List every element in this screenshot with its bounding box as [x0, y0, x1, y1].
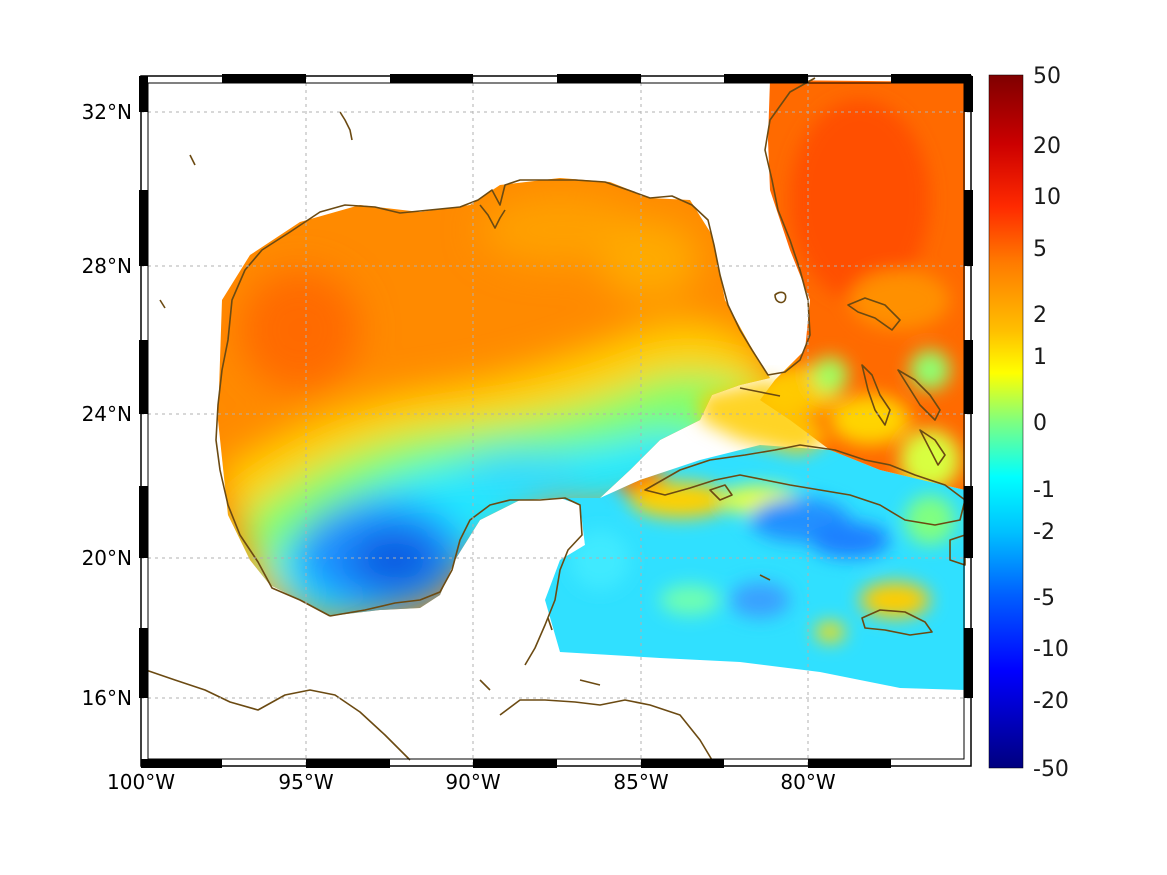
- x-tick-label: 85°W: [613, 770, 668, 794]
- colorbar-tick-label: 5: [1033, 237, 1047, 262]
- coastline: [139, 77, 966, 761]
- colorbar-tick-label: 1: [1033, 345, 1047, 370]
- y-tick-label: 24°N: [82, 402, 132, 426]
- map-frame: [139, 74, 973, 768]
- x-tick-label: 90°W: [445, 770, 500, 794]
- florida-straits-field: [700, 380, 830, 455]
- colorbar-tick-label: -20: [1033, 689, 1069, 714]
- y-tick-label: 28°N: [82, 254, 132, 278]
- colorbar-tick-label: -50: [1033, 757, 1069, 782]
- colorbar-gradient: [988, 74, 1024, 769]
- y-tick-label: 16°N: [82, 686, 132, 710]
- x-axis-labels: 100°W 95°W 90°W 85°W 80°W: [107, 770, 836, 794]
- colorbar-tick-label: 10: [1033, 185, 1061, 210]
- colorbar-tick-label: 2: [1033, 303, 1047, 328]
- colorbar-tick-label: 20: [1033, 134, 1061, 159]
- colorbar-tick-label: 0: [1033, 411, 1047, 436]
- colorbar-tick-label: -5: [1033, 586, 1055, 611]
- y-axis-labels: 32°N 28°N 24°N 20°N 16°N: [82, 100, 132, 710]
- colorbar-tick-label: -1: [1033, 478, 1055, 503]
- colorbar-tick-label: -10: [1033, 637, 1069, 662]
- colorbar-tick-label: -2: [1033, 520, 1055, 545]
- x-tick-label: 80°W: [780, 770, 835, 794]
- y-tick-label: 20°N: [82, 546, 132, 570]
- x-tick-label: 95°W: [278, 770, 333, 794]
- x-tick-label: 100°W: [107, 770, 175, 794]
- grid-lines: [141, 76, 971, 766]
- colorbar-tick-label: 50: [1033, 64, 1061, 89]
- y-tick-label: 32°N: [82, 100, 132, 124]
